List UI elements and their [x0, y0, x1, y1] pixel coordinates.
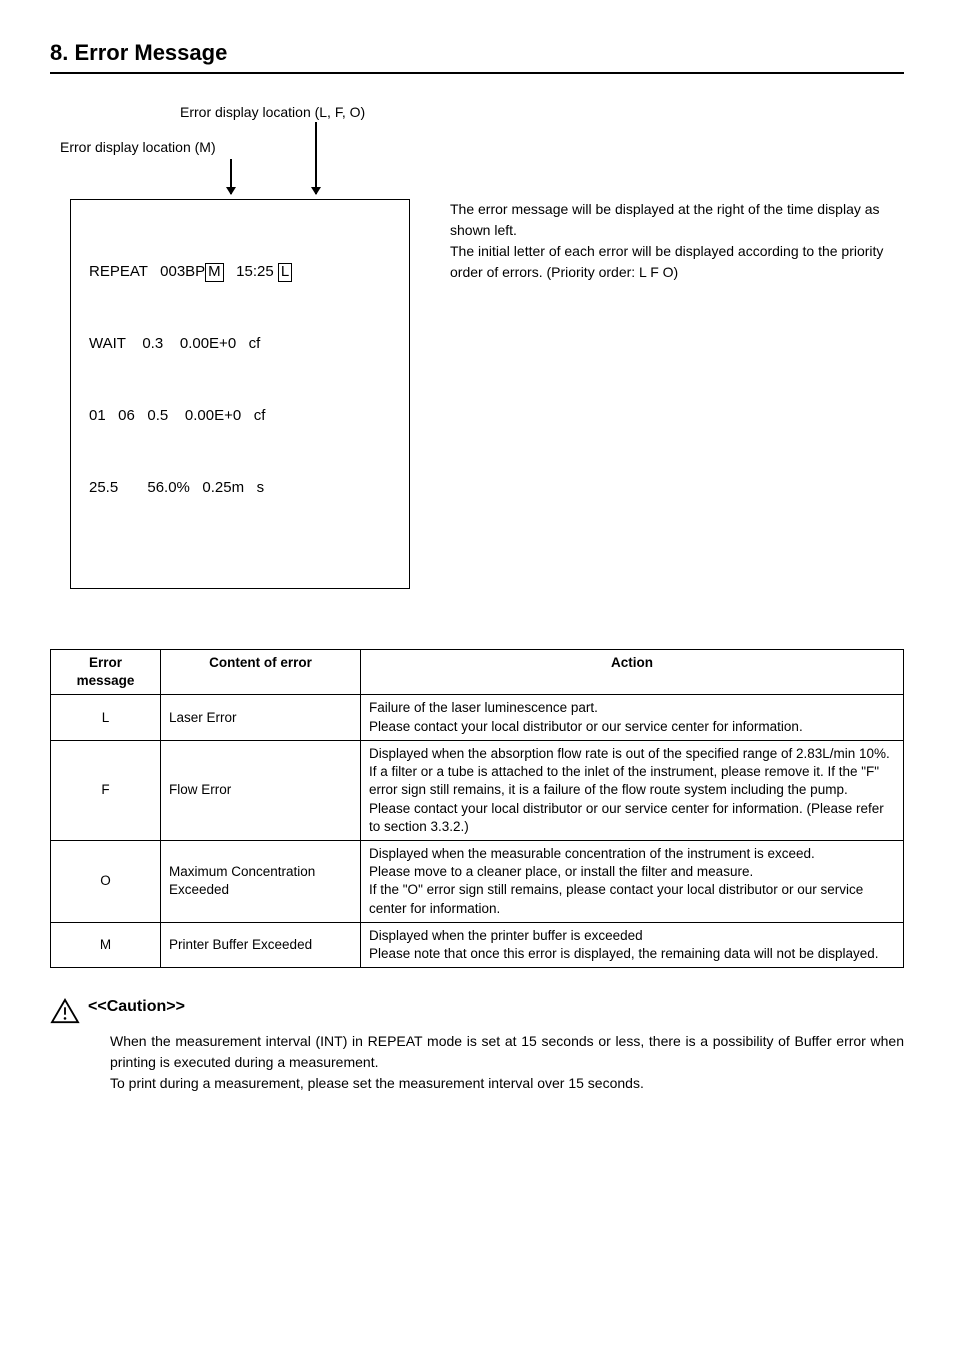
cell-content: Maximum Concentration Exceeded: [161, 840, 361, 922]
table-header-row: Error message Content of error Action: [51, 650, 904, 695]
boxed-char-m: M: [205, 263, 224, 282]
display-line-4: 25.5 56.0% 0.25m s: [89, 476, 391, 500]
th-action: Action: [361, 650, 904, 695]
caution-row: <<Caution>>: [50, 998, 904, 1027]
error-table: Error message Content of error Action L …: [50, 649, 904, 968]
explanation-column: The error message will be displayed at t…: [450, 104, 904, 589]
display-line1-mid: 15:25: [224, 263, 274, 280]
cell-action: Displayed when the measurable concentrat…: [361, 840, 904, 922]
cell-code: L: [51, 695, 161, 740]
top-container: Error display location (L, F, O) Error d…: [50, 104, 904, 589]
boxed-char-l: L: [278, 263, 292, 282]
display-line-3: 01 06 0.5 0.00E+0 cf: [89, 404, 391, 428]
table-row: O Maximum Concentration Exceeded Display…: [51, 840, 904, 922]
explain-p1: The error message will be displayed at t…: [450, 199, 904, 241]
label-m: Error display location (M): [60, 139, 216, 155]
cell-code: O: [51, 840, 161, 922]
arrow-lfo-icon: [315, 122, 317, 194]
caution-body-p1: When the measurement interval (INT) in R…: [110, 1031, 904, 1073]
explain-p2: The initial letter of each error will be…: [450, 241, 904, 283]
display-box: REPEAT 003BPM 15:25 L WAIT 0.3 0.00E+0 c…: [70, 199, 410, 589]
diagram-column: Error display location (L, F, O) Error d…: [50, 104, 430, 589]
cell-action: Displayed when the absorption flow rate …: [361, 740, 904, 840]
display-line-1: REPEAT 003BPM 15:25 L: [89, 260, 391, 284]
th-code: Error message: [51, 650, 161, 695]
table-row: L Laser Error Failure of the laser lumin…: [51, 695, 904, 740]
caution-title: <<Caution>>: [88, 998, 185, 1016]
th-content: Content of error: [161, 650, 361, 695]
label-lfo: Error display location (L, F, O): [180, 104, 365, 120]
cell-content: Laser Error: [161, 695, 361, 740]
caution-body: When the measurement interval (INT) in R…: [110, 1031, 904, 1094]
warning-icon: [50, 998, 80, 1027]
title-underline: [50, 72, 904, 74]
display-line-2: WAIT 0.3 0.00E+0 cf: [89, 332, 391, 356]
display-line1-prefix: REPEAT 003BP: [89, 263, 205, 280]
cell-content: Printer Buffer Exceeded: [161, 922, 361, 967]
caution-body-p2: To print during a measurement, please se…: [110, 1073, 904, 1094]
cell-action: Failure of the laser luminescence part. …: [361, 695, 904, 740]
section-title: 8. Error Message: [50, 40, 904, 66]
cell-action: Displayed when the printer buffer is exc…: [361, 922, 904, 967]
cell-content: Flow Error: [161, 740, 361, 840]
table-row: M Printer Buffer Exceeded Displayed when…: [51, 922, 904, 967]
cell-code: F: [51, 740, 161, 840]
cell-code: M: [51, 922, 161, 967]
table-row: F Flow Error Displayed when the absorpti…: [51, 740, 904, 840]
arrow-m-icon: [230, 159, 232, 194]
